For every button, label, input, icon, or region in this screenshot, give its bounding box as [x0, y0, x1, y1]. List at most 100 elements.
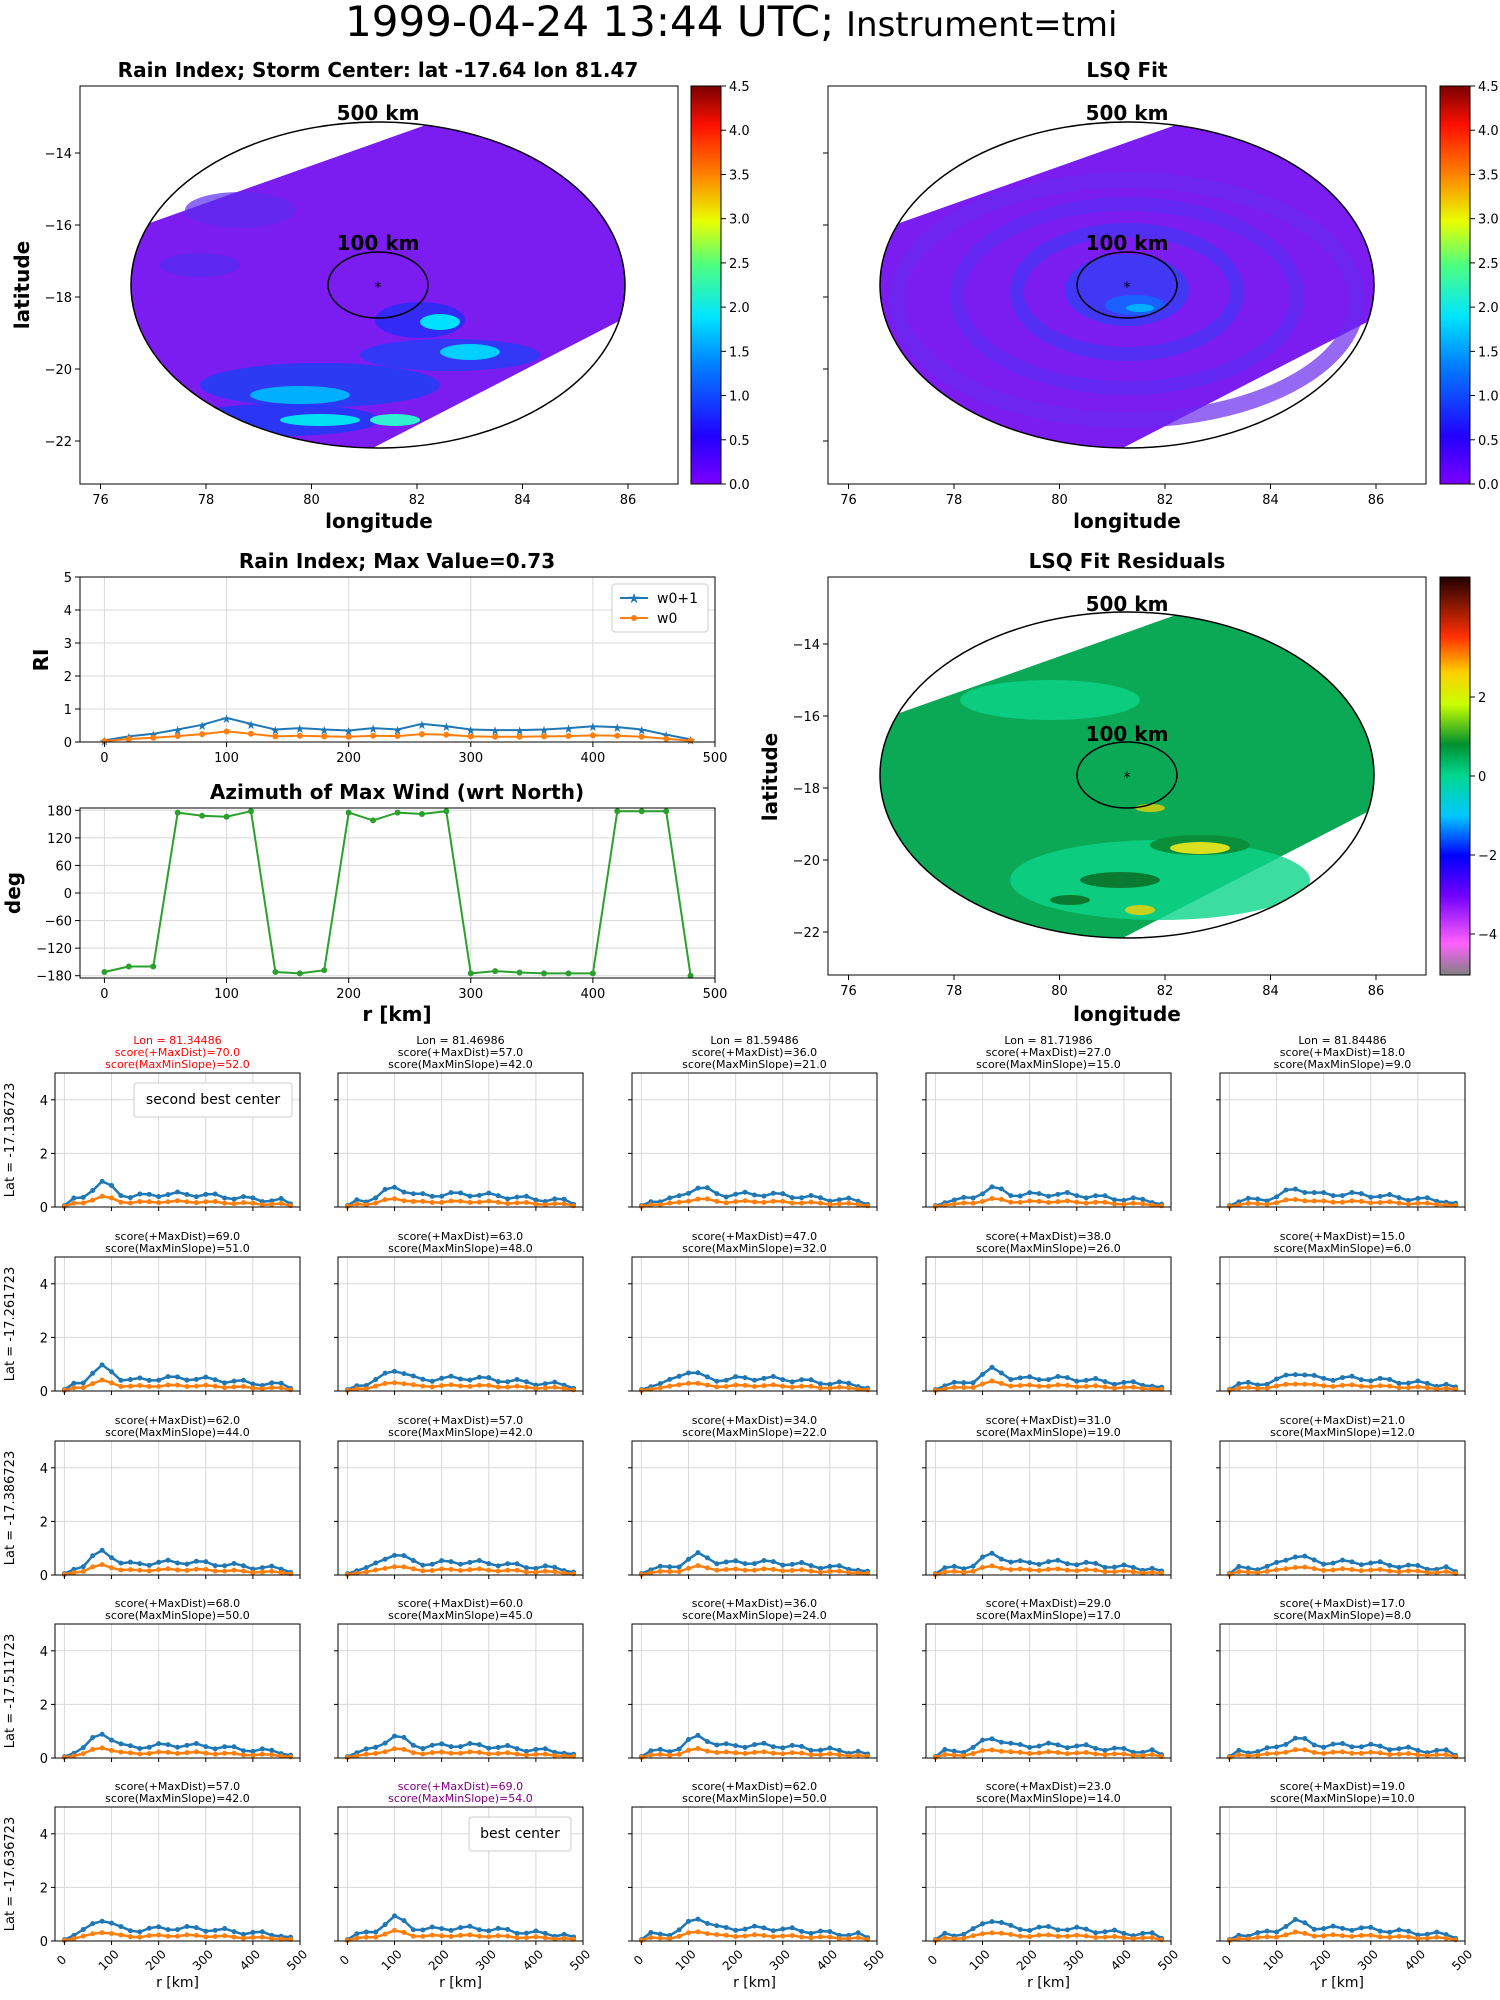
panel-point [1274, 1567, 1280, 1573]
panel-point [118, 1377, 124, 1383]
small-panel: score(+MaxDist)=47.0score(MaxMinSlope)=3… [628, 1230, 878, 1395]
panel-legend-text: second best center [146, 1092, 280, 1108]
panel-point [90, 1553, 96, 1559]
panel-point [752, 1199, 757, 1205]
panel-point [970, 1563, 976, 1569]
panel-point [269, 1563, 275, 1569]
panel-point [789, 1932, 795, 1938]
panel-point [1008, 1376, 1014, 1382]
resid-map-xlabel: longitude [1073, 1002, 1181, 1026]
panel-point [1340, 1193, 1345, 1199]
resid-map-yticks: −14−16−18−20−22 [793, 638, 828, 941]
panel-point [486, 1190, 492, 1196]
xtick-label: 400 [580, 751, 605, 766]
panel-point [278, 1753, 284, 1759]
panel-point [127, 1567, 133, 1573]
panel-score-text: score(MaxMinSlope)=15.0 [976, 1058, 1121, 1071]
panel-point [222, 1933, 228, 1939]
panel-point [184, 1383, 190, 1389]
panel-point [250, 1195, 256, 1201]
panel-point [61, 1203, 67, 1209]
panel-point [373, 1934, 379, 1940]
panel-point [752, 1923, 757, 1929]
panel-point [269, 1385, 275, 1391]
panel-point [175, 1750, 180, 1756]
panel-point [1226, 1754, 1232, 1760]
panel-point [1017, 1383, 1023, 1389]
panel-point [1274, 1559, 1280, 1565]
panel-point [1396, 1380, 1402, 1386]
panel-point [240, 1752, 246, 1758]
panel-point [90, 1931, 96, 1937]
panel-xtick-label: 100 [1261, 1947, 1287, 1973]
panel-point [817, 1752, 823, 1758]
series-point [370, 732, 377, 739]
panel-point [1121, 1562, 1127, 1568]
panel-ytick-label: 4 [40, 1462, 48, 1477]
panel-point [1283, 1197, 1289, 1203]
small-panel: score(+MaxDist)=36.0score(MaxMinSlope)=2… [628, 1597, 878, 1762]
panel-point [1149, 1569, 1155, 1575]
panel-point [71, 1936, 77, 1942]
panel-point [657, 1751, 663, 1757]
panel-point [193, 1558, 199, 1564]
panel-point [429, 1567, 435, 1573]
panel-point [505, 1743, 511, 1749]
panel-point [789, 1200, 795, 1206]
panel-point [1036, 1377, 1042, 1383]
ytick-label: 3 [64, 637, 72, 652]
panel-point [714, 1191, 720, 1197]
panel-point [1046, 1377, 1051, 1383]
panel-point [448, 1373, 454, 1379]
series-point [199, 812, 206, 819]
resid-ytick-label: −22 [793, 926, 820, 941]
panel-score-text: score(+MaxDist)=60.0 [398, 1597, 523, 1610]
panel-point [733, 1743, 739, 1749]
panel-point [222, 1926, 228, 1932]
panel-point [184, 1567, 190, 1573]
panel-point [1330, 1923, 1336, 1929]
panel-point [648, 1930, 654, 1936]
resid-ring-100km [1076, 741, 1178, 809]
small-panel: score(+MaxDist)=69.0score(MaxMinSlope)=5… [334, 1780, 593, 1991]
panel-point [657, 1935, 663, 1941]
panel-score-text: score(+MaxDist)=19.0 [1280, 1780, 1405, 1793]
panel-point [1368, 1749, 1374, 1755]
panel-point [808, 1930, 814, 1936]
panel-score-text: score(MaxMinSlope)=54.0 [388, 1792, 533, 1805]
panel-point [542, 1746, 548, 1752]
panel-point [1330, 1199, 1336, 1205]
panel-point [1102, 1379, 1108, 1385]
panel-point [1405, 1385, 1411, 1391]
panel-point [1311, 1926, 1317, 1932]
panel-point [1255, 1196, 1261, 1202]
panel-point [723, 1741, 729, 1747]
panel-point [1358, 1377, 1364, 1383]
panel-point [1330, 1741, 1336, 1747]
panel-point [855, 1752, 861, 1758]
panel-point [980, 1747, 986, 1753]
panel-point [278, 1196, 284, 1202]
panel-point [165, 1927, 171, 1933]
panel-point [1321, 1567, 1327, 1573]
panel-point [1064, 1751, 1070, 1757]
panel-point [1264, 1934, 1270, 1940]
panel-point [704, 1382, 710, 1388]
panel-point [723, 1567, 729, 1573]
panel-point [1111, 1751, 1117, 1757]
rain-ytick-label: −20 [45, 363, 72, 378]
panel-point [1093, 1745, 1099, 1751]
series-point [174, 733, 181, 740]
panel-point [742, 1567, 748, 1573]
ri-legend-star-icon: ★ [628, 591, 641, 607]
panel-point [1302, 1553, 1308, 1559]
panel-point [1008, 1931, 1014, 1937]
panel-frame [631, 1072, 878, 1208]
lsq-xtick-label: 80 [1051, 493, 1068, 508]
panel-point [1055, 1566, 1061, 1572]
panel-score-text: score(+MaxDist)=47.0 [692, 1230, 817, 1243]
panel-point [514, 1935, 520, 1941]
panel-point [742, 1198, 748, 1204]
panel-point [165, 1199, 171, 1205]
panel-point [382, 1556, 388, 1562]
